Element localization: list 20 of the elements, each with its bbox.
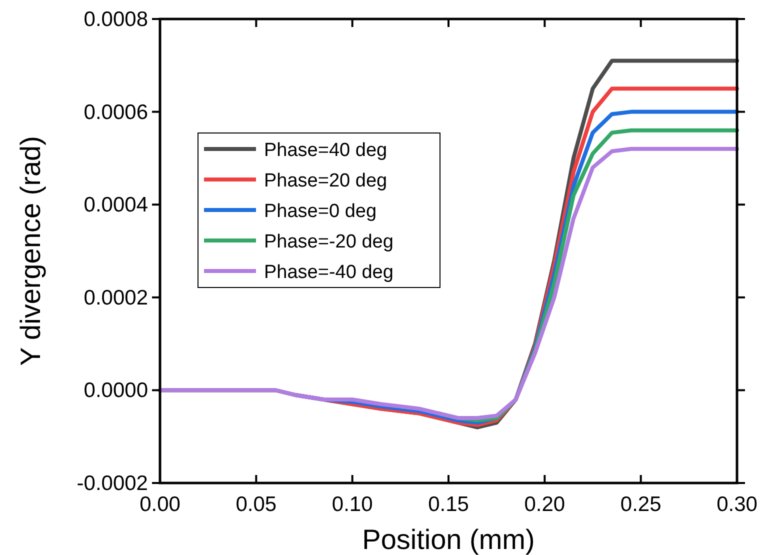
x-tick-label: 0.15 — [428, 493, 469, 516]
x-tick-label: 0.25 — [620, 493, 662, 516]
y-axis-title: Y divergence (rad) — [15, 136, 46, 366]
y-tick-label: 0.0006 — [84, 100, 148, 124]
y-tick-label: -0.0002 — [76, 472, 148, 495]
legend-label: Phase=0 deg — [264, 201, 377, 222]
y-tick-label: 0.0008 — [84, 8, 148, 31]
x-tick-label: 0.20 — [524, 493, 566, 516]
y-tick-label: 0.0002 — [84, 286, 148, 310]
x-axis-title: Position (mm) — [362, 524, 535, 555]
legend-label: Phase=20 deg — [264, 170, 388, 192]
y-tick-label: 0.0000 — [84, 379, 148, 402]
x-tick-label: 0.05 — [236, 493, 277, 516]
x-tick-label: 0.10 — [332, 493, 373, 516]
y-tick-label: 0.0004 — [84, 194, 148, 217]
legend-label: Phase=-20 deg — [264, 232, 394, 252]
legend-label: Phase=40 deg — [264, 140, 388, 161]
x-tick-label: 0.30 — [716, 493, 758, 516]
legend-label: Phase=-40 deg — [264, 262, 394, 283]
x-tick-label: 0.00 — [140, 493, 180, 516]
